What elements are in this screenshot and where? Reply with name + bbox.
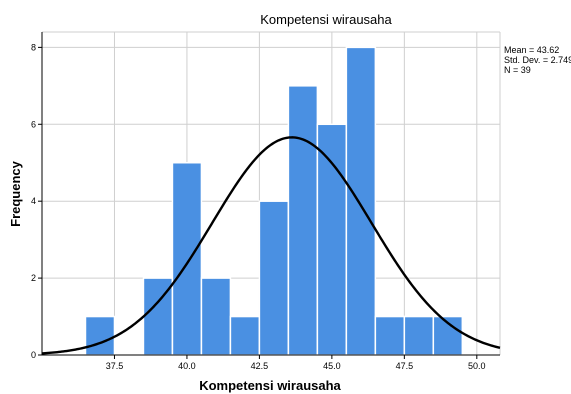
y-axis-label: Frequency bbox=[8, 160, 23, 227]
stats-box: Mean = 43.62 Std. Dev. = 2.749 N = 39 bbox=[504, 45, 571, 75]
y-tick-label: 6 bbox=[31, 119, 36, 129]
histogram-bar bbox=[229, 315, 261, 356]
histogram-bar bbox=[345, 46, 377, 356]
x-tick-label: 50.0 bbox=[468, 361, 486, 371]
histogram-bar bbox=[258, 200, 290, 356]
chart-title: Kompetensi wirausaha bbox=[260, 12, 392, 27]
x-tick-label: 37.5 bbox=[106, 361, 124, 371]
histogram-bar bbox=[403, 315, 435, 356]
stats-n: N = 39 bbox=[504, 65, 531, 75]
x-tick-label: 42.5 bbox=[251, 361, 269, 371]
y-tick-label: 0 bbox=[31, 350, 36, 360]
x-tick-label: 47.5 bbox=[396, 361, 414, 371]
tick-labels: 37.5 40.0 42.5 45.0 47.5 50.0 0 2 4 6 8 bbox=[31, 42, 486, 371]
histogram-bars bbox=[84, 46, 464, 356]
histogram-bar bbox=[84, 315, 116, 356]
histogram-bar bbox=[171, 161, 203, 356]
y-tick-label: 4 bbox=[31, 196, 36, 206]
y-tick-label: 2 bbox=[31, 273, 36, 283]
histogram-bar bbox=[316, 123, 348, 356]
normal-curve bbox=[41, 136, 501, 355]
axes bbox=[38, 32, 500, 359]
histogram-bar bbox=[200, 277, 232, 356]
histogram-bar bbox=[374, 315, 406, 356]
x-axis-label: Kompetensi wirausaha bbox=[199, 378, 341, 393]
histogram-bar bbox=[287, 85, 319, 356]
x-tick-label: 45.0 bbox=[323, 361, 341, 371]
y-tick-label: 8 bbox=[31, 42, 36, 52]
x-tick-label: 40.0 bbox=[178, 361, 196, 371]
grid-lines bbox=[42, 31, 501, 355]
stats-mean: Mean = 43.62 bbox=[504, 45, 559, 55]
stats-std-dev: Std. Dev. = 2.749 bbox=[504, 55, 571, 65]
